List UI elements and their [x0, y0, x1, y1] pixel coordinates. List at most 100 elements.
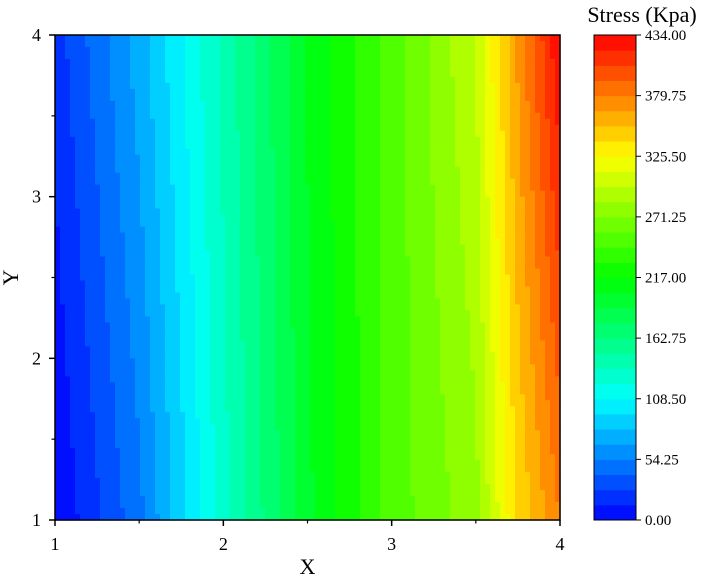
contour-cell — [250, 310, 256, 318]
contour-cell — [190, 322, 196, 329]
contour-cell — [410, 46, 416, 54]
contour-cell — [465, 136, 471, 144]
contour-cell — [250, 166, 256, 174]
contour-cell — [245, 70, 251, 78]
contour-cell — [260, 118, 266, 126]
contour-cell — [85, 46, 91, 54]
contour-cell — [155, 190, 161, 198]
contour-cell — [360, 190, 366, 198]
contour-cell — [305, 130, 311, 138]
contour-cell — [60, 88, 66, 96]
contour-cell — [520, 130, 526, 138]
contour-cell — [295, 274, 301, 282]
contour-cell — [335, 154, 341, 162]
contour-cell — [490, 35, 496, 42]
contour-cell — [405, 232, 411, 240]
contour-cell — [435, 184, 441, 192]
contour-cell — [455, 160, 461, 168]
contour-cell — [400, 166, 406, 174]
contour-cell — [240, 208, 246, 216]
contour-cell — [85, 172, 91, 180]
contour-cell — [475, 52, 481, 60]
contour-cell — [180, 58, 186, 66]
contour-cell — [420, 76, 426, 84]
contour-cell — [450, 58, 456, 66]
contour-cell — [175, 160, 181, 168]
contour-cell — [335, 82, 341, 90]
contour-cell — [215, 268, 221, 276]
contour-cell — [320, 238, 326, 246]
contour-cell — [195, 148, 201, 156]
contour-cell — [100, 220, 106, 228]
contour-cell — [500, 94, 506, 102]
contour-cell — [60, 76, 66, 84]
contour-cell — [140, 112, 146, 120]
contour-cell — [290, 208, 296, 216]
contour-cell — [220, 130, 226, 138]
contour-cell — [465, 220, 471, 228]
contour-cell — [190, 202, 196, 210]
contour-cell — [490, 286, 496, 294]
contour-cell — [475, 172, 481, 180]
contour-cell — [445, 274, 451, 282]
contour-cell — [290, 40, 296, 48]
contour-cell — [160, 202, 166, 210]
contour-cell — [400, 160, 406, 168]
contour-cell — [265, 130, 271, 138]
contour-cell — [520, 226, 526, 234]
contour-cell — [325, 196, 331, 204]
contour-cell — [110, 58, 116, 66]
contour-cell — [320, 262, 326, 270]
contour-cell — [380, 322, 386, 329]
contour-cell — [300, 136, 306, 144]
contour-cell — [245, 160, 251, 168]
contour-cell — [80, 172, 86, 180]
contour-cell — [340, 244, 346, 252]
contour-cell — [405, 238, 411, 246]
contour-cell — [215, 160, 221, 168]
contour-cell — [255, 100, 261, 108]
contour-cell — [465, 238, 471, 246]
contour-cell — [395, 298, 401, 306]
contour-cell — [445, 70, 451, 78]
contour-cell — [420, 298, 426, 306]
contour-cell — [330, 94, 336, 102]
contour-cell — [295, 304, 301, 312]
contour-cell — [515, 100, 521, 108]
contour-cell — [445, 220, 451, 228]
contour-cell — [260, 238, 266, 246]
contour-cell — [185, 88, 191, 96]
contour-cell — [315, 178, 321, 186]
contour-cell — [95, 88, 101, 96]
contour-cell — [95, 94, 101, 102]
contour-cell — [390, 82, 396, 90]
contour-cell — [510, 40, 516, 48]
contour-cell — [535, 154, 541, 162]
contour-cell — [485, 244, 491, 252]
contour-cell — [110, 262, 116, 270]
contour-cell — [390, 154, 396, 162]
contour-cell — [305, 178, 311, 186]
contour-cell — [550, 232, 556, 240]
contour-cell — [350, 196, 356, 204]
contour-cell — [175, 106, 181, 114]
contour-cell — [95, 298, 101, 306]
contour-cell — [415, 256, 421, 264]
contour-cell — [155, 124, 161, 132]
contour-cell — [60, 310, 66, 318]
contour-cell — [340, 256, 346, 264]
contour-cell — [245, 124, 251, 132]
contour-cell — [245, 316, 251, 324]
contour-cell — [165, 64, 171, 72]
contour-cell — [210, 208, 216, 216]
contour-cell — [240, 82, 246, 90]
contour-cell — [405, 250, 411, 258]
contour-cell — [545, 238, 551, 246]
contour-cell — [480, 40, 486, 48]
contour-cell — [290, 148, 296, 156]
contour-cell — [130, 160, 136, 168]
contour-cell — [100, 88, 106, 96]
contour-cell — [490, 316, 496, 324]
contour-cell — [145, 52, 151, 60]
contour-cell — [470, 172, 476, 180]
